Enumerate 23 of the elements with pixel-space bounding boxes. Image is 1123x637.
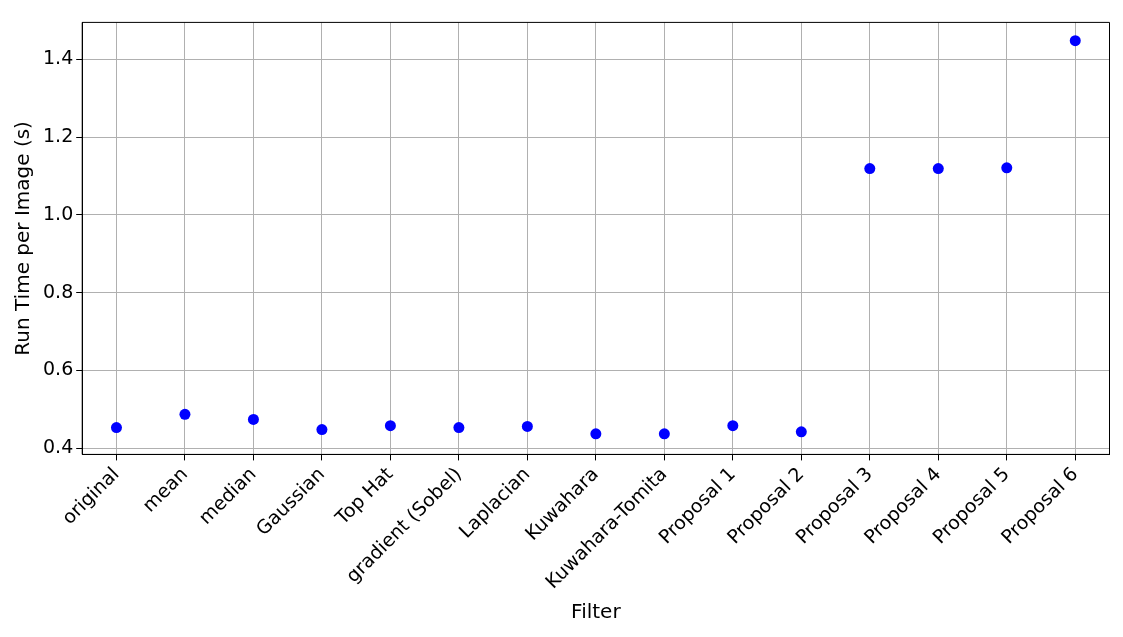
y-tick-label: 0.4 bbox=[43, 435, 74, 458]
point bbox=[795, 426, 807, 438]
point bbox=[658, 428, 670, 440]
y-axis-title: Run Time per Image (s) bbox=[10, 121, 35, 356]
y-tick-label: 0.8 bbox=[43, 279, 74, 302]
point bbox=[932, 163, 944, 175]
y-tick-label: 1.2 bbox=[43, 124, 74, 147]
point bbox=[453, 422, 465, 434]
point bbox=[1001, 162, 1013, 174]
point bbox=[179, 408, 191, 420]
point bbox=[247, 413, 259, 425]
y-tick-label: 1.0 bbox=[43, 201, 74, 224]
point bbox=[727, 420, 739, 432]
y-tick-label: 1.4 bbox=[43, 46, 74, 69]
point bbox=[316, 424, 328, 436]
y-tick-label: 0.6 bbox=[43, 357, 74, 380]
point bbox=[864, 163, 876, 175]
x-axis-title: Filter bbox=[571, 599, 622, 624]
point bbox=[384, 420, 396, 432]
point bbox=[110, 422, 122, 434]
point bbox=[590, 428, 602, 440]
point bbox=[521, 420, 533, 432]
point bbox=[1069, 35, 1081, 47]
